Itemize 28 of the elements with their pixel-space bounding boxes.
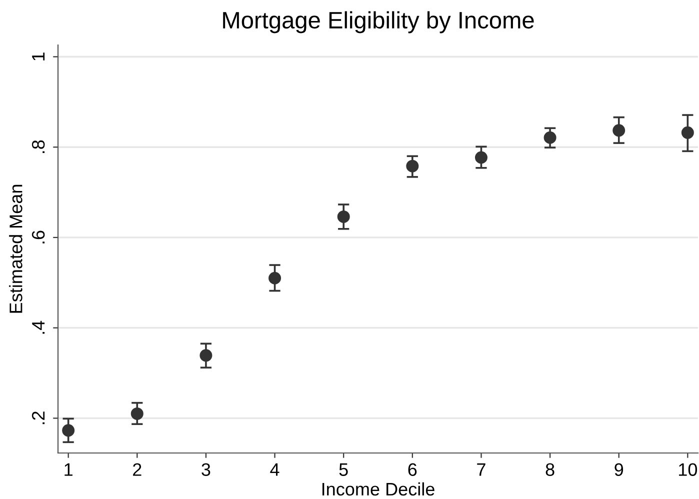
y-tick-label: .8 <box>32 140 45 153</box>
point <box>474 151 488 164</box>
y-tick-label: .4 <box>32 320 45 334</box>
point <box>544 131 556 144</box>
x-tick-label: 8 <box>546 463 554 476</box>
point <box>200 349 212 362</box>
x-tick-label: 1 <box>64 463 72 476</box>
point <box>681 126 694 139</box>
x-tick-label: 4 <box>270 463 280 476</box>
chart-title: Mortgage Eligibility by Income <box>223 11 534 34</box>
x-tick-label: 6 <box>408 463 417 476</box>
y-tick-label: .2 <box>32 412 45 424</box>
x-tick-label: 3 <box>202 463 210 476</box>
x-tick-label: 10 <box>679 463 698 476</box>
y-tick-label: 1 <box>32 52 45 60</box>
x-tick-label: 9 <box>614 463 624 476</box>
point <box>406 160 419 172</box>
y-axis-title: Estimated Mean <box>9 184 22 313</box>
point <box>268 272 282 284</box>
x-tick-label: 7 <box>477 463 486 476</box>
x-tick-label: 5 <box>339 463 348 476</box>
point <box>612 124 626 137</box>
x-axis-title: Income Decile <box>322 482 434 496</box>
point <box>337 210 350 223</box>
x-tick-label: 2 <box>133 463 142 476</box>
point <box>62 424 75 437</box>
point <box>130 407 144 420</box>
y-tick-label: .6 <box>32 230 45 244</box>
